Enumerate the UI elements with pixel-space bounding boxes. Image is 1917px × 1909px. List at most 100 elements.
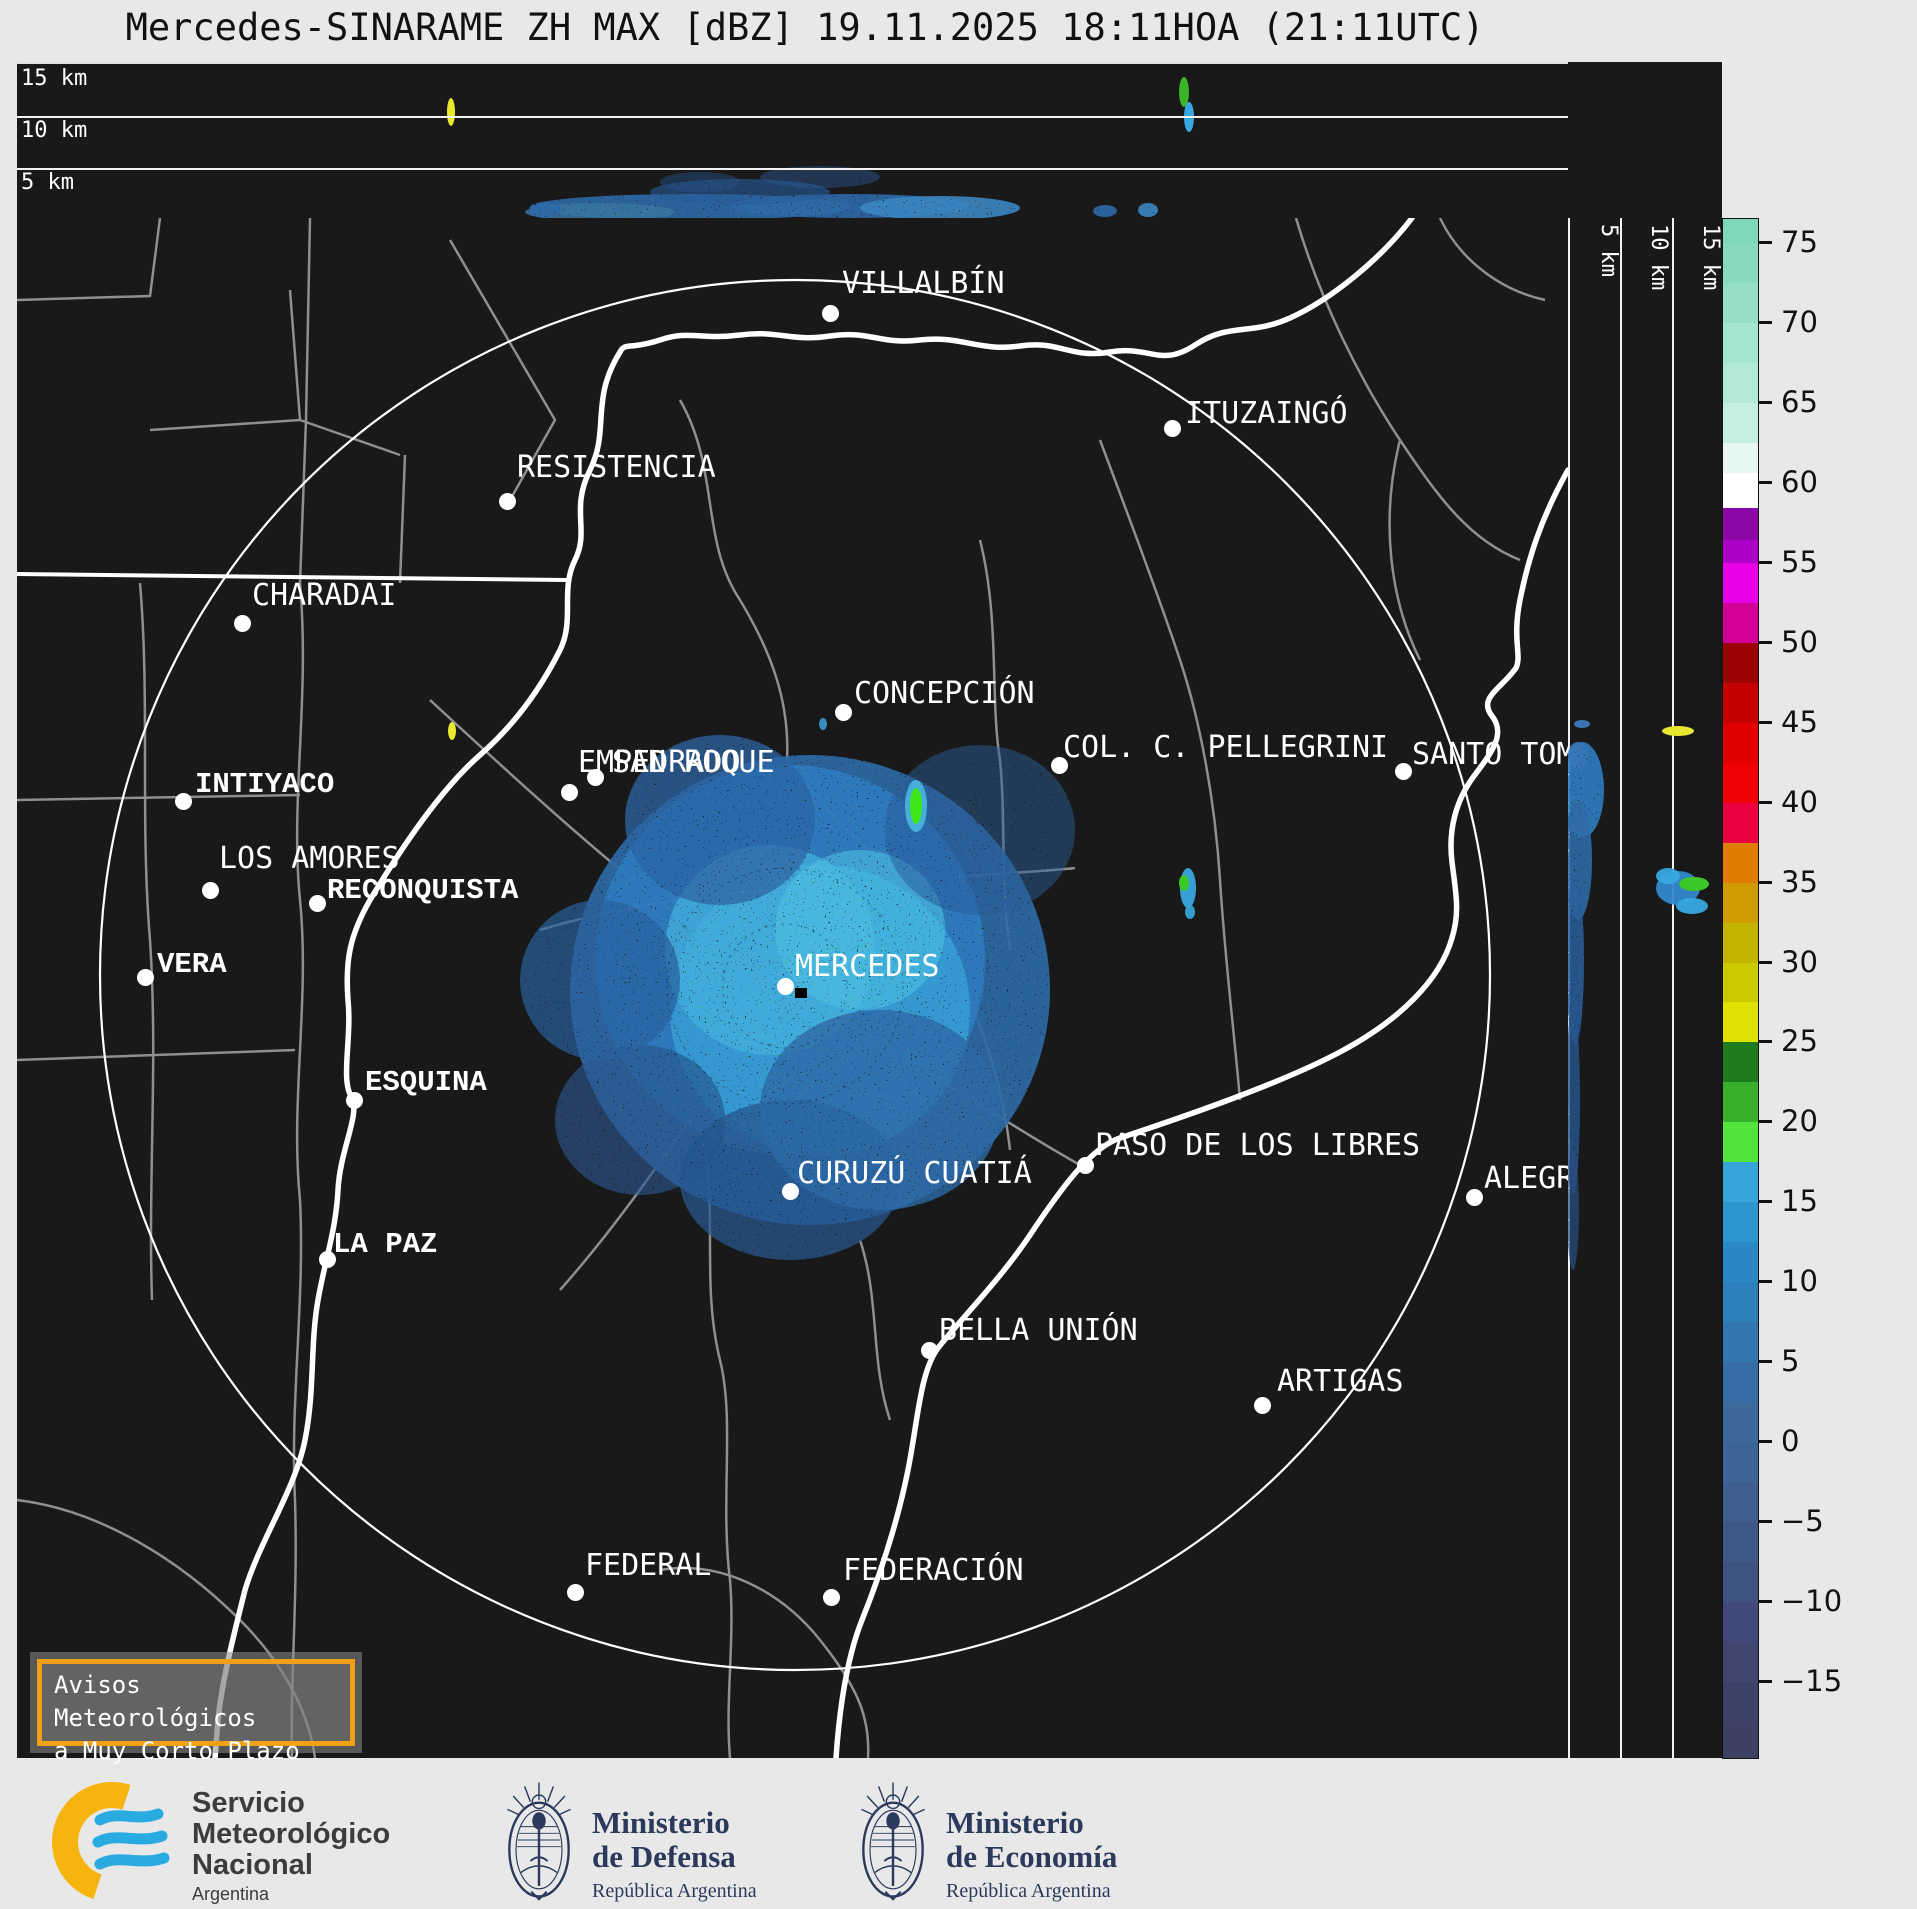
city-dot [1164,420,1181,437]
colorbar-tick [1759,1280,1772,1284]
colorbar-segment [1723,1242,1758,1283]
city-label: EMPEDRADO [578,745,741,780]
colorbar-tick [1759,480,1772,484]
colorbar-tick [1759,1520,1772,1524]
colorbar-segment [1723,1562,1758,1603]
colorbar-segment [1723,1322,1758,1363]
colorbar-segment [1723,1202,1758,1243]
city-dot [346,1092,363,1109]
rivers [212,218,1568,1758]
right-cross-section-panel: 5 km 10 km 15 km [1568,218,1723,1758]
echo-bit [448,722,456,740]
colorbar-tick [1759,720,1772,724]
city-label: LA PAZ [333,1228,438,1261]
city-labels-layer: VILLALBÍN RESISTENCIA CHARADAI EMPEDRADO LOS… [17,218,1568,1758]
echo-blob [885,745,1075,915]
economia-line1: Ministerio [946,1805,1084,1840]
city-label: ESQUINA [365,1066,487,1099]
corner-block [1568,62,1722,218]
colorbar-tick [1759,320,1772,324]
colorbar-segment [1723,322,1758,364]
colorbar-segment [1723,1162,1758,1203]
colorbar-tick [1759,1040,1772,1044]
city-dot [561,784,578,801]
dbz-colorbar-ticks: 75 70 65 60 55 50 45 40 35 30 25 20 15 10 5 0 −5 −10 −15 [1757,218,1897,1778]
colorbar-segment [1723,1362,1758,1403]
city-dot [587,769,604,786]
colorbar-tick [1759,1600,1772,1604]
city-label: CURUZÚ CUATIÁ [797,1156,1032,1191]
colorbar-segment [1723,473,1758,509]
right-echo-blob [1568,742,1588,768]
colorbar-tick [1759,400,1772,404]
colorbar-tick-label: 40 [1781,784,1818,819]
right-echo-green [1570,790,1588,814]
colorbar-tick [1759,640,1772,644]
right-echo-blip [1656,868,1680,884]
colorbar-segment [1723,1282,1758,1323]
colorbar-tick-label: 75 [1781,224,1818,259]
colorbar-segment [1723,922,1758,963]
smn-wordmark: Servicio Meteorológico Nacional Argentin… [192,1788,390,1905]
near-range-rings [666,867,904,1105]
top-echo-green [906,200,928,218]
city-label: ITUZAINGÓ [1185,396,1348,431]
colorbar-tick-label: 35 [1781,864,1818,899]
city-dot [835,704,852,721]
colorbar-tick-label: 60 [1781,464,1818,499]
city-label: MERCEDES [795,949,940,984]
city-label: SANTO TOM [1412,737,1568,772]
city-label: SAN ROQUE [612,745,775,780]
city-dot [822,305,839,322]
colorbar-segment [1723,762,1758,804]
colorbar-segment [1723,508,1758,541]
right-echo-green [1569,1080,1575,1220]
colorbar-segment [1723,682,1758,724]
advisory-badge[interactable]: Avisos Meteorológicos a Muy Corto Plazo [30,1652,362,1765]
colorbar-segment [1723,562,1758,604]
axis-label-5km-vert: 5 km [1596,224,1621,277]
colorbar-segment [1723,1682,1758,1723]
range-circle [98,278,1492,1672]
economia-crest-icon [860,1781,926,1901]
colorbar-tick [1759,240,1772,244]
colorbar-segment [1723,602,1758,644]
city-label: VILLALBÍN [842,266,1005,301]
colorbar-tick [1759,880,1772,884]
city-dot [319,1251,336,1268]
axis-label-10km-vert: 10 km [1646,224,1671,291]
colorbar-tick-label: 50 [1781,624,1818,659]
city-dot [137,969,154,986]
colorbar-tick-label: 45 [1781,704,1818,739]
colorbar-segment [1723,1522,1758,1563]
top-echo-blob [1138,203,1158,217]
map-graphics [17,218,1568,1758]
economia-wordmark: Ministerio de Economía República Argenti… [946,1806,1117,1903]
smn-line2: Meteorológico [192,1818,391,1850]
colorbar-segment [1723,1122,1758,1163]
city-dot [234,615,251,632]
colorbar-tick [1759,1200,1772,1204]
colorbar-tick-label: −5 [1781,1504,1824,1539]
echo-blob [625,735,815,905]
colorbar-segment [1723,442,1758,474]
top-echo-blob [529,202,561,218]
colorbar-segment [1723,1602,1758,1643]
radar-echo-bits [448,718,1196,919]
page-title: Mercedes-SINARAME ZH MAX [dBZ] 19.11.202… [125,6,1485,49]
height-line-5km [17,168,1568,170]
colorbar-tick-label: −10 [1781,1584,1843,1619]
axis-label-15km-vert: 15 km [1698,224,1723,291]
colorbar-segment [1723,1442,1758,1483]
smn-line3: Nacional [192,1849,313,1881]
top-echo-blob [1093,205,1117,217]
right-echo-blip [1574,720,1590,728]
defensa-line2: de Defensa [592,1839,736,1874]
economia-line3: República Argentina [946,1880,1111,1902]
height-line-5km-vert [1620,218,1622,1758]
echo-bit [910,788,922,824]
colorbar-tick-label: 65 [1781,384,1818,419]
colorbar-tick-label: 70 [1781,304,1818,339]
colorbar-segment [1723,282,1758,324]
